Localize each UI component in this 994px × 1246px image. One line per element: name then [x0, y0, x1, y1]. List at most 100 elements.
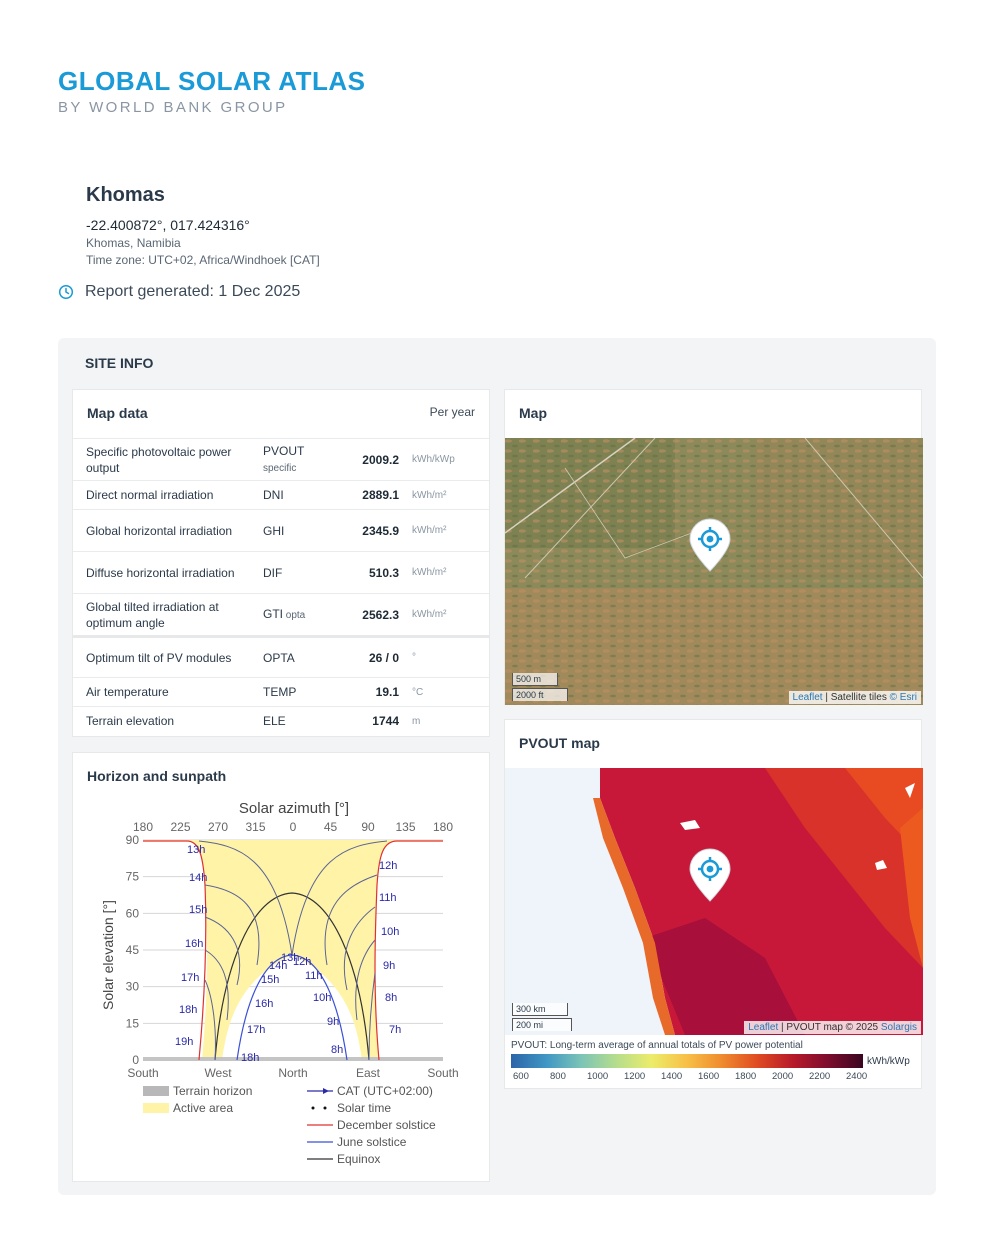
map-card: Map	[504, 389, 923, 705]
solargis-link[interactable]: Solargis	[880, 1022, 917, 1033]
analemma-arc	[204, 916, 241, 986]
horizon-card: Horizon and sunpath Solar azimuth [°] So…	[72, 752, 490, 1182]
legend-label: June solstice	[337, 1135, 407, 1149]
pvout-map-card: PVOUT map 300 km 200 mi	[504, 719, 923, 1089]
top-tick: 315	[245, 820, 265, 834]
hour-label: 18h	[179, 1004, 197, 1016]
row-value: 1744	[372, 714, 399, 728]
location-pin-icon[interactable]	[688, 518, 732, 572]
legend-tick: 2200	[809, 1071, 831, 1082]
row-value: 510.3	[368, 565, 399, 580]
pvout-location-pin-icon[interactable]	[688, 848, 732, 902]
row-abbr: TEMP	[263, 685, 297, 699]
top-tick: 45	[324, 820, 338, 834]
satellite-map[interactable]: 500 m 2000 ft Leaflet | Satellite tiles …	[505, 438, 923, 705]
analemma-arc	[355, 939, 376, 1021]
row-value: 2009.2	[362, 452, 399, 467]
brand-subtitle: BY WORLD BANK GROUP	[58, 99, 288, 116]
y-tick: 45	[126, 943, 140, 957]
legend-label: Active area	[173, 1101, 233, 1115]
december-solstice-line	[143, 840, 443, 1061]
top-tick: 180	[433, 820, 453, 834]
legend-tick: 600	[513, 1071, 529, 1082]
analemma-arc	[198, 840, 293, 956]
top-tick: 0	[290, 820, 297, 834]
clock-icon	[58, 284, 74, 300]
hour-labels: 13h14h15h16h17h18h19h12h11h10h9h8h7h13h1…	[175, 844, 401, 1064]
map-data-row: Terrain elevation ELE 1744 m	[73, 706, 489, 735]
legend-label: Equinox	[337, 1152, 380, 1166]
hour-label: 9h	[383, 960, 395, 972]
site-timezone: Time zone: UTC+02, Africa/Windhoek [CAT]	[86, 253, 320, 267]
row-unit: kWh/m²	[412, 567, 447, 578]
row-label: Terrain elevation	[86, 714, 175, 728]
terrain-horizon	[143, 1057, 443, 1061]
legend-tick: 800	[550, 1071, 566, 1082]
map-data-row: Specific photovoltaic power output PVOUT s…	[73, 438, 489, 480]
row-unit: kWh/kWp	[412, 454, 455, 465]
analemma-arc	[324, 874, 378, 966]
hour-label: 8h	[385, 992, 397, 1004]
y-tick: 0	[132, 1053, 139, 1067]
site-header: Khomas -22.400872°, 017.424316° Khomas, …	[86, 184, 320, 267]
esri-link[interactable]: © Esri	[889, 692, 917, 703]
site-coordinates: -22.400872°, 017.424316°	[86, 217, 250, 233]
site-name: Khomas	[86, 184, 165, 206]
site-location: Khomas, Namibia	[86, 236, 181, 250]
bottom-tick: West	[204, 1066, 232, 1080]
analemma-arc	[368, 972, 376, 1061]
row-value: 19.1	[375, 685, 399, 699]
sunpath-chart: Solar azimuth [°] Solar elevation [°] 13…	[100, 800, 459, 1166]
legend-dot	[311, 1106, 315, 1110]
hour-label: 9h	[327, 1016, 339, 1028]
pvout-map[interactable]: 300 km 200 mi Leaflet | PVOUT map © 2025…	[505, 768, 923, 1035]
pvout-map-title: PVOUT map	[519, 735, 600, 751]
row-label: Specific photovoltaic power output	[86, 444, 232, 475]
legend-tick: 1600	[698, 1071, 720, 1082]
y-tick: 75	[126, 870, 140, 884]
equinox-line	[214, 892, 370, 1061]
row-unit: °C	[412, 686, 424, 698]
map-data-table: Specific photovoltaic power output PVOUT s…	[73, 438, 489, 735]
row-unit: m	[412, 715, 421, 727]
hour-label: 11h	[379, 892, 397, 904]
legend-label: CAT (UTC+02:00)	[337, 1084, 433, 1098]
top-tick: 225	[170, 820, 190, 834]
legend-tick: 1200	[624, 1071, 646, 1082]
row-label: Global horizontal irradiation	[86, 523, 233, 538]
map-data-row: Global horizontal irradiation GHI 2345.9 kW…	[73, 509, 489, 551]
row-abbr: OPTA	[263, 650, 295, 665]
hour-label: 12h	[293, 956, 311, 968]
analemma-arc	[343, 906, 376, 991]
legend-dot	[323, 1106, 327, 1110]
row-value: 2562.3	[362, 607, 399, 622]
hour-label: 17h	[181, 972, 199, 984]
pvout-attribution: Leaflet | PVOUT map © 2025 Solargis	[744, 1021, 921, 1034]
row-value: 2889.1	[362, 488, 399, 502]
row-label: Direct normal irradiation	[86, 488, 214, 502]
bottom-tick: North	[278, 1066, 307, 1080]
analemma-arc	[204, 979, 216, 1061]
top-tick: 270	[208, 820, 228, 834]
legend-tick: 2400	[846, 1071, 868, 1082]
hour-label: 10h	[381, 926, 399, 938]
pvout-attrib-text: | PVOUT map © 2025	[778, 1022, 881, 1033]
hour-label: 7h	[389, 1024, 401, 1036]
row-abbr: ELE	[263, 714, 286, 728]
y-tick: 15	[126, 1016, 140, 1030]
hour-label: 19h	[175, 1036, 193, 1048]
hour-label: 8h	[331, 1044, 343, 1056]
hour-label: 10h	[313, 992, 331, 1004]
row-label: Global tilted irradiation at optimum ang…	[86, 599, 219, 630]
row-abbr: PVOUT specific	[263, 443, 305, 474]
row-unit: kWh/m²	[412, 525, 447, 536]
legend-swatch	[143, 1086, 169, 1096]
pvout-leaflet-link[interactable]: Leaflet	[748, 1022, 779, 1033]
hour-label: 12h	[379, 860, 397, 872]
satellite-map-image	[505, 438, 923, 705]
leaflet-link[interactable]: Leaflet	[792, 692, 823, 703]
y-tick: 60	[126, 906, 140, 920]
analemma-lines	[198, 840, 388, 1061]
row-label: Optimum tilt of PV modules	[86, 650, 232, 665]
